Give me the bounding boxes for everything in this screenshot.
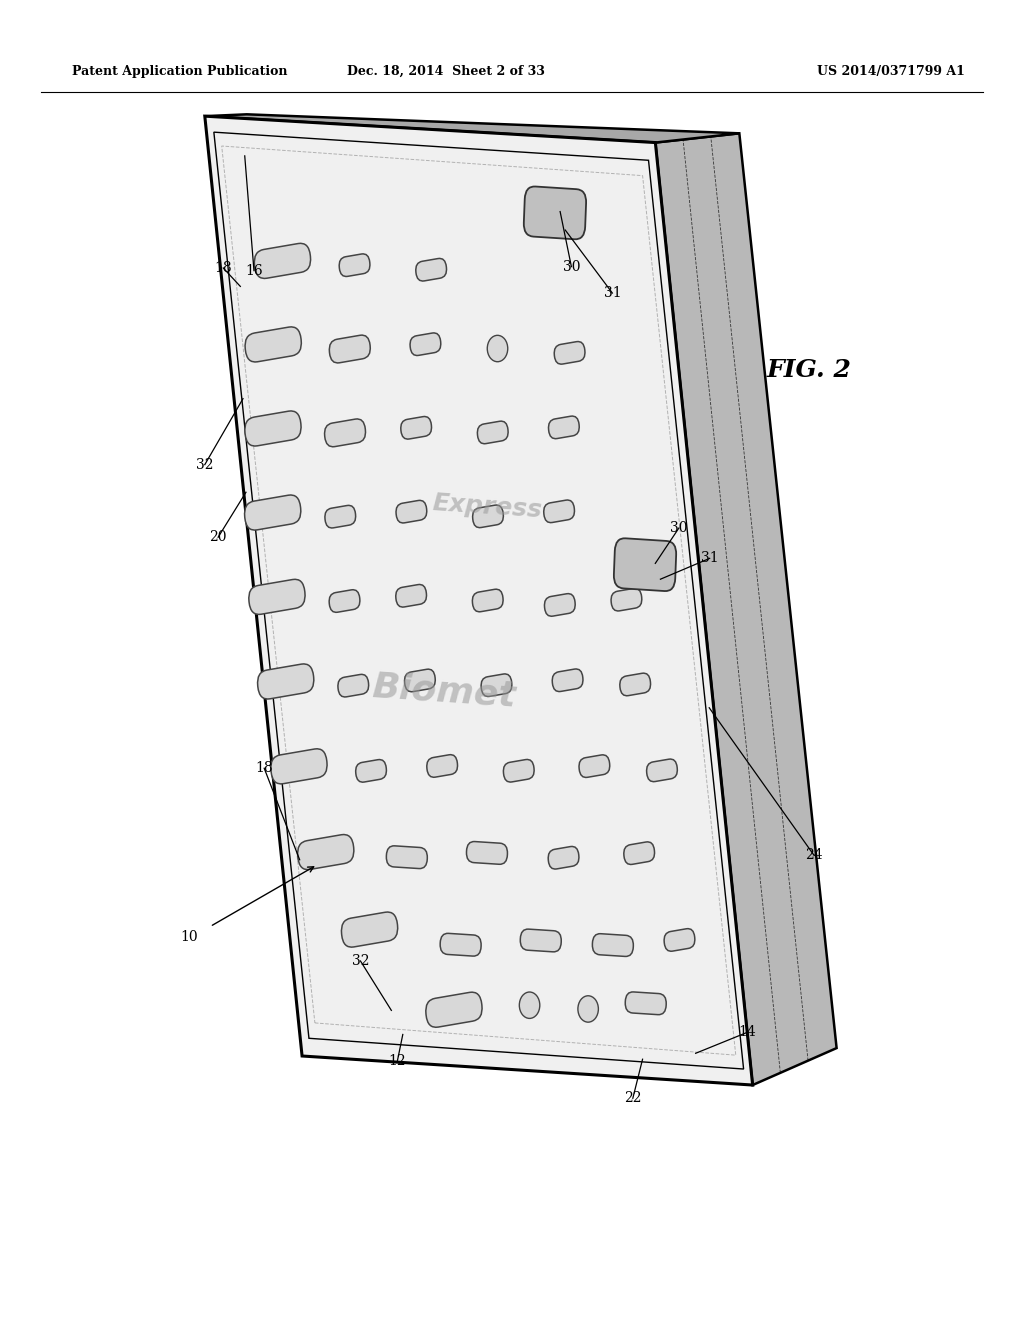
Circle shape: [519, 993, 540, 1019]
Text: 10: 10: [180, 931, 199, 944]
Text: 32: 32: [196, 458, 214, 471]
FancyBboxPatch shape: [473, 506, 504, 528]
Text: Express: Express: [431, 491, 543, 523]
FancyBboxPatch shape: [355, 759, 386, 783]
FancyBboxPatch shape: [620, 673, 650, 696]
Text: Biomet: Biomet: [371, 669, 516, 713]
Text: 32: 32: [351, 954, 370, 968]
FancyBboxPatch shape: [504, 759, 535, 781]
FancyBboxPatch shape: [298, 834, 354, 870]
FancyBboxPatch shape: [613, 539, 676, 591]
Text: 12: 12: [388, 1055, 407, 1068]
FancyBboxPatch shape: [440, 933, 481, 956]
FancyBboxPatch shape: [341, 912, 397, 948]
Text: 31: 31: [603, 286, 622, 300]
FancyBboxPatch shape: [665, 929, 695, 952]
FancyBboxPatch shape: [626, 991, 667, 1015]
FancyBboxPatch shape: [524, 186, 586, 239]
FancyBboxPatch shape: [624, 842, 654, 865]
Text: 30: 30: [562, 260, 581, 273]
Text: 30: 30: [670, 521, 688, 535]
FancyBboxPatch shape: [258, 664, 313, 700]
Text: 22: 22: [624, 1092, 642, 1105]
Circle shape: [487, 335, 508, 362]
FancyBboxPatch shape: [329, 590, 359, 612]
Text: 14: 14: [738, 1026, 757, 1039]
Text: 16: 16: [245, 264, 263, 277]
Text: 31: 31: [700, 552, 719, 565]
FancyBboxPatch shape: [339, 253, 370, 276]
FancyBboxPatch shape: [481, 675, 512, 697]
FancyBboxPatch shape: [416, 259, 446, 281]
FancyBboxPatch shape: [249, 579, 305, 614]
FancyBboxPatch shape: [396, 500, 427, 523]
FancyBboxPatch shape: [520, 929, 561, 952]
FancyBboxPatch shape: [404, 669, 435, 692]
FancyBboxPatch shape: [325, 418, 366, 446]
FancyBboxPatch shape: [549, 416, 580, 438]
FancyBboxPatch shape: [592, 933, 634, 957]
FancyBboxPatch shape: [400, 417, 431, 440]
Polygon shape: [205, 115, 739, 143]
FancyBboxPatch shape: [245, 495, 301, 531]
FancyBboxPatch shape: [386, 846, 427, 869]
FancyBboxPatch shape: [472, 589, 503, 611]
FancyBboxPatch shape: [338, 675, 369, 697]
FancyBboxPatch shape: [427, 755, 458, 777]
Text: 24: 24: [805, 849, 823, 862]
FancyBboxPatch shape: [611, 589, 642, 611]
FancyBboxPatch shape: [270, 748, 327, 784]
Polygon shape: [655, 133, 837, 1085]
FancyBboxPatch shape: [330, 335, 371, 363]
Text: Patent Application Publication: Patent Application Publication: [72, 65, 287, 78]
FancyBboxPatch shape: [548, 846, 579, 869]
FancyBboxPatch shape: [646, 759, 677, 781]
FancyBboxPatch shape: [245, 411, 301, 446]
FancyBboxPatch shape: [544, 500, 574, 523]
FancyBboxPatch shape: [467, 842, 508, 865]
FancyBboxPatch shape: [554, 342, 585, 364]
Text: Dec. 18, 2014  Sheet 2 of 33: Dec. 18, 2014 Sheet 2 of 33: [346, 65, 545, 78]
Polygon shape: [205, 116, 753, 1085]
FancyBboxPatch shape: [410, 333, 440, 355]
FancyBboxPatch shape: [245, 327, 301, 362]
FancyBboxPatch shape: [395, 585, 427, 607]
FancyBboxPatch shape: [426, 993, 482, 1027]
Text: 18: 18: [214, 261, 232, 275]
FancyBboxPatch shape: [325, 506, 355, 528]
FancyBboxPatch shape: [545, 594, 575, 616]
Text: US 2014/0371799 A1: US 2014/0371799 A1: [817, 65, 965, 78]
Circle shape: [578, 995, 598, 1022]
FancyBboxPatch shape: [477, 421, 508, 444]
FancyBboxPatch shape: [552, 669, 583, 692]
Text: FIG. 2: FIG. 2: [767, 358, 851, 381]
Text: 20: 20: [209, 531, 227, 544]
FancyBboxPatch shape: [254, 243, 310, 279]
FancyBboxPatch shape: [579, 755, 609, 777]
Text: 18: 18: [255, 762, 273, 775]
